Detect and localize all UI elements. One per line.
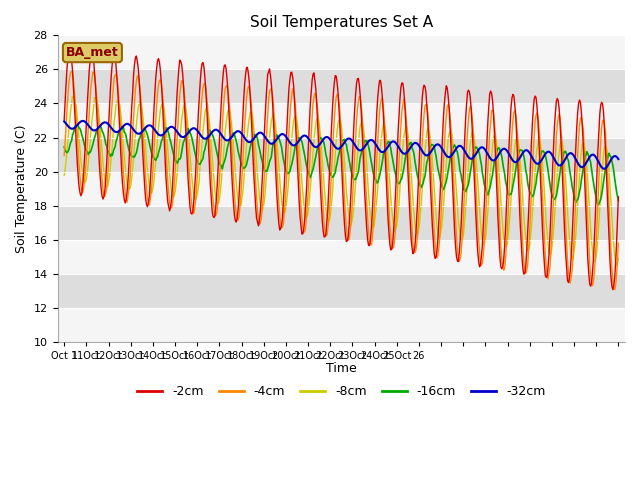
Bar bbox=[58, 205, 625, 240]
Bar bbox=[58, 240, 625, 274]
Bar bbox=[58, 104, 625, 138]
Legend: -2cm, -4cm, -8cm, -16cm, -32cm: -2cm, -4cm, -8cm, -16cm, -32cm bbox=[132, 380, 550, 403]
X-axis label: Time: Time bbox=[326, 362, 356, 375]
Y-axis label: Soil Temperature (C): Soil Temperature (C) bbox=[15, 124, 28, 253]
Bar bbox=[58, 138, 625, 172]
Bar bbox=[58, 70, 625, 104]
Bar bbox=[58, 36, 625, 70]
Bar bbox=[58, 274, 625, 308]
Title: Soil Temperatures Set A: Soil Temperatures Set A bbox=[250, 15, 433, 30]
Bar bbox=[58, 172, 625, 205]
Text: BA_met: BA_met bbox=[66, 46, 119, 59]
Bar bbox=[58, 308, 625, 342]
